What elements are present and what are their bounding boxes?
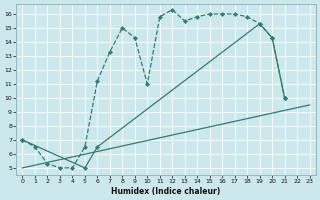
X-axis label: Humidex (Indice chaleur): Humidex (Indice chaleur) bbox=[111, 187, 221, 196]
